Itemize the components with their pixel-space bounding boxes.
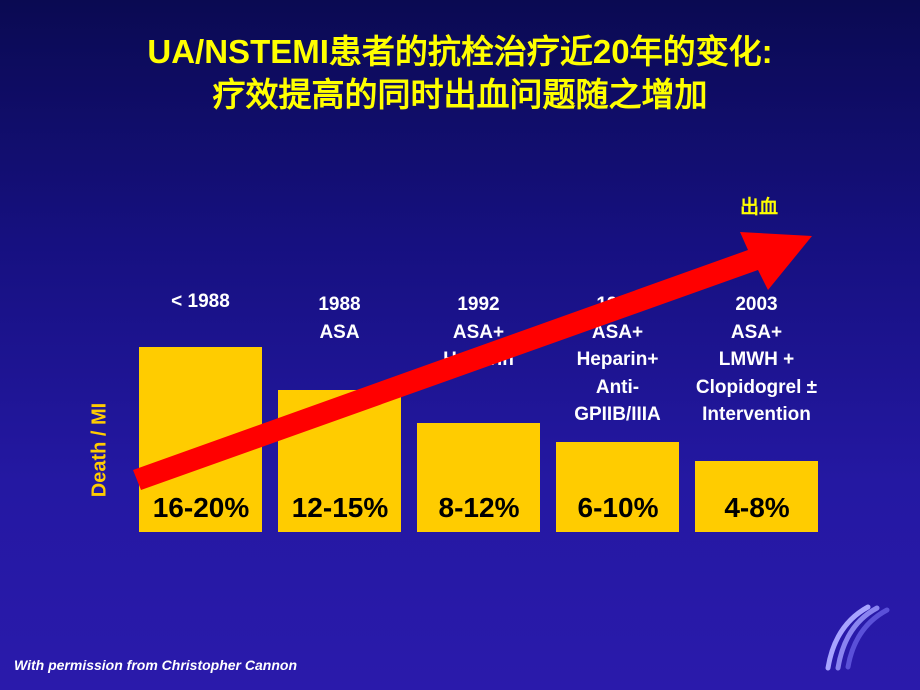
value-label-3: 8-12%: [438, 492, 520, 523]
value-label-4: 6-10%: [577, 492, 659, 523]
bleeding-arrow-shape: [133, 232, 812, 490]
bar-4: [556, 442, 679, 532]
value-label-2: 12-15%: [291, 492, 389, 523]
value-label-1: 16-20%: [152, 492, 250, 523]
value-label-5: 4-8%: [724, 492, 790, 523]
credit-text: With permission from Christopher Cannon: [14, 657, 297, 673]
bar-5: [695, 461, 818, 532]
bar-3: [417, 423, 540, 532]
title-line-1: UA/NSTEMI患者的抗栓治疗近20年的变化:: [147, 33, 773, 70]
bleeding-label: 出血: [740, 197, 779, 218]
logo-stripes: [825, 604, 890, 671]
category-label-1: < 1988: [171, 291, 230, 312]
category-label-2: 1988 ASA: [318, 294, 361, 343]
category-label-5: 2003 ASA+ LMWH + Clopidogrel ± Intervent…: [695, 294, 818, 425]
title-line-2: 疗效提高的同时出血问题随之增加: [212, 76, 708, 113]
